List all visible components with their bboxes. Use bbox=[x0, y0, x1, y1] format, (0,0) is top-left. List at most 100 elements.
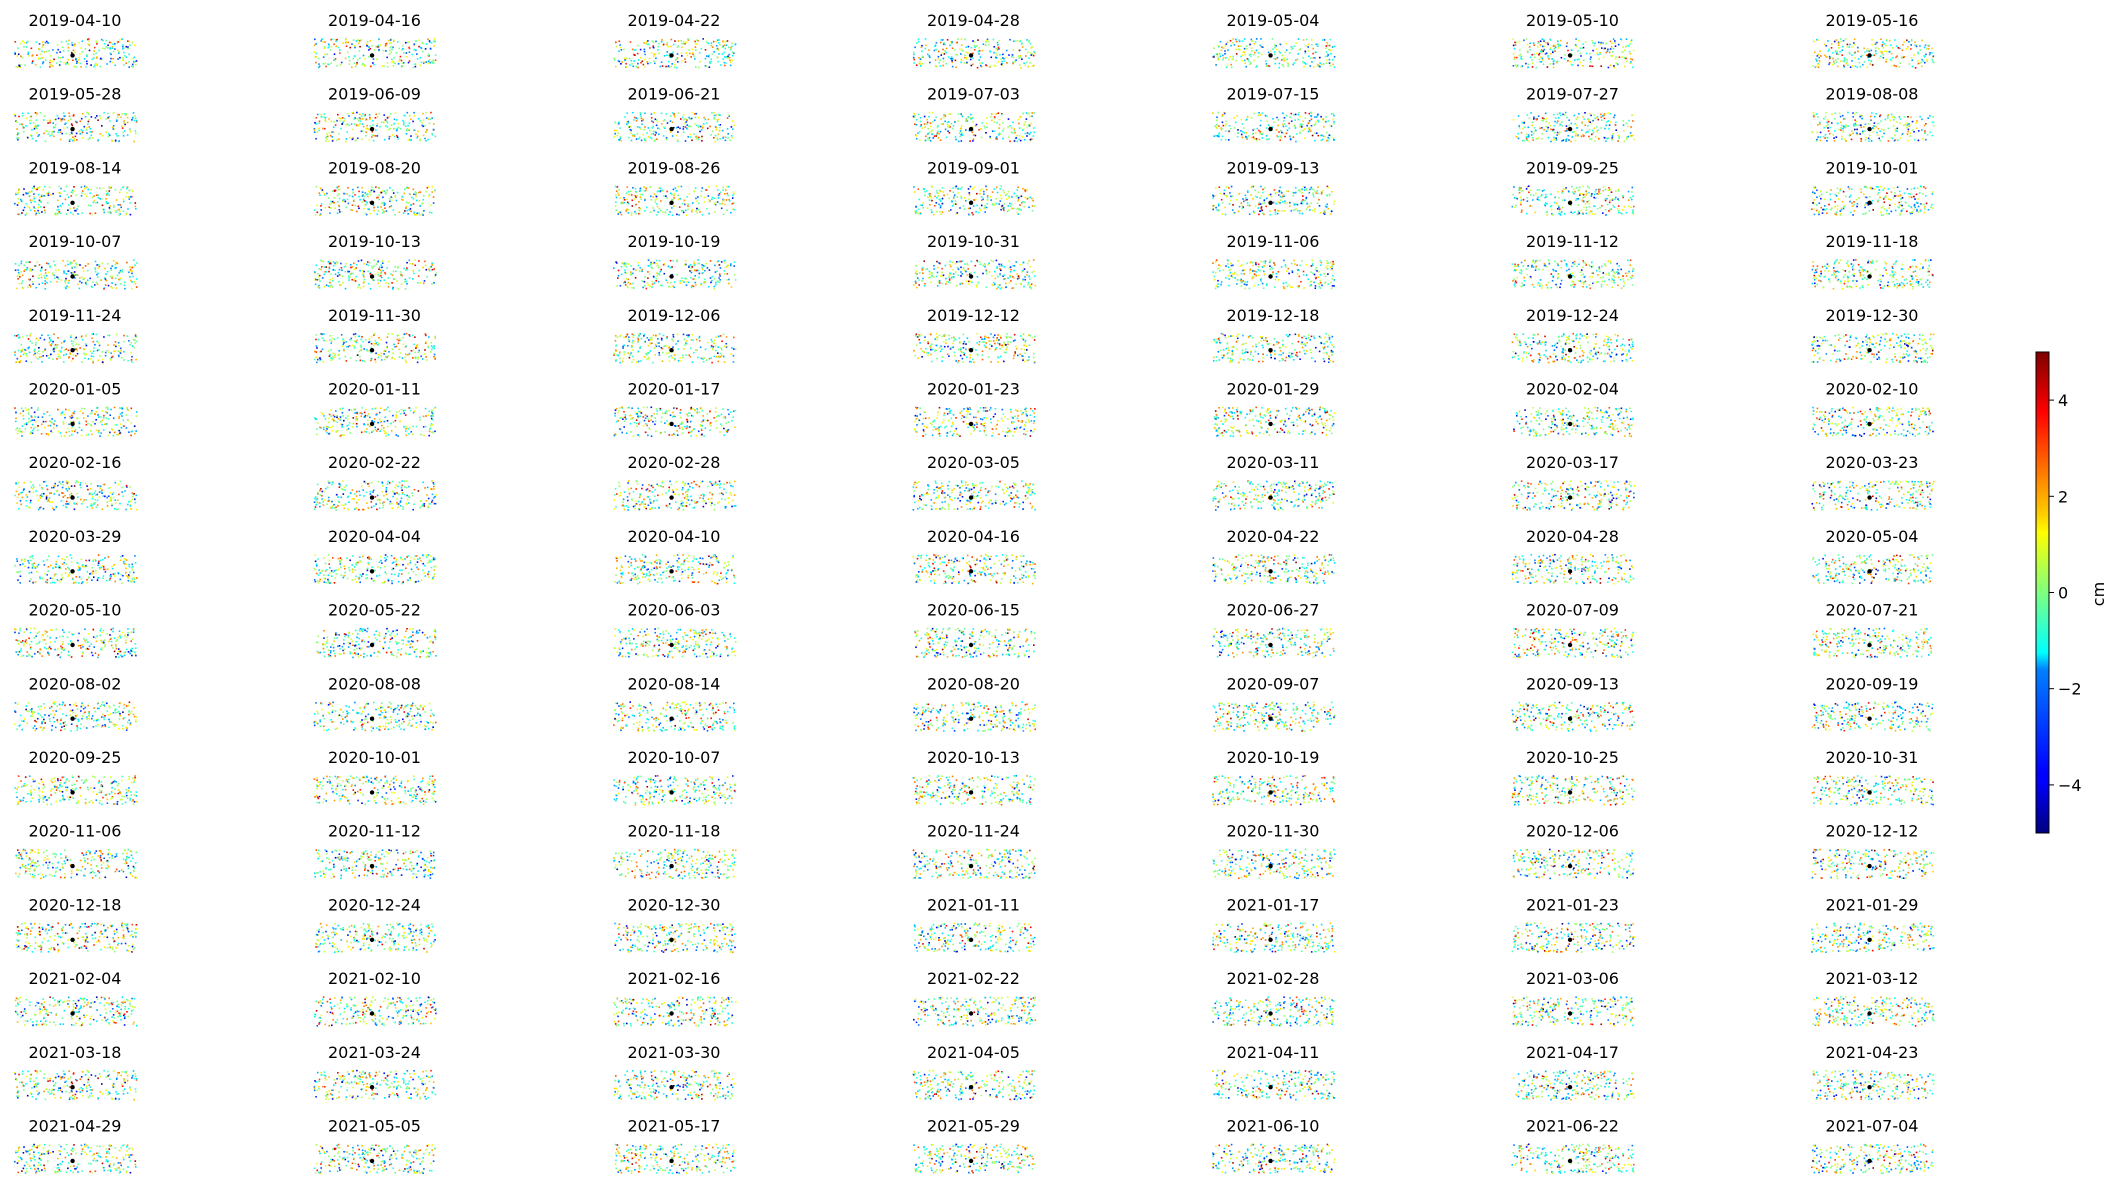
scatter-point bbox=[425, 130, 428, 133]
scatter-point bbox=[33, 127, 36, 130]
scatter-point bbox=[415, 214, 418, 216]
scatter-point bbox=[1276, 191, 1278, 194]
scatter-point bbox=[111, 61, 114, 64]
scatter-point bbox=[714, 134, 717, 137]
scatter-point bbox=[1863, 126, 1865, 128]
scatter-point bbox=[1016, 189, 1019, 191]
scatter-point bbox=[1527, 126, 1530, 129]
scatter-point bbox=[1552, 44, 1555, 47]
panel-title: 2019-06-09 bbox=[328, 85, 421, 104]
scatter-point bbox=[1888, 39, 1891, 42]
scatter-point bbox=[1553, 138, 1556, 141]
scatter-point bbox=[1300, 124, 1303, 127]
scatter-point bbox=[665, 113, 667, 115]
scatter-point bbox=[57, 199, 59, 202]
scatter-point bbox=[118, 208, 120, 211]
scatter-point bbox=[921, 62, 924, 65]
scatter-point bbox=[1031, 53, 1034, 55]
scatter-point bbox=[1909, 132, 1912, 135]
scatter-point bbox=[1003, 57, 1005, 60]
scatter-point bbox=[1827, 40, 1829, 42]
scatter-point bbox=[362, 113, 364, 115]
panel-title: 2019-06-21 bbox=[628, 85, 721, 104]
scatter-point bbox=[697, 208, 700, 211]
scatter-point bbox=[1016, 40, 1019, 42]
scatter-point bbox=[368, 208, 370, 211]
scatter-point bbox=[711, 198, 713, 201]
scatter-point bbox=[1845, 140, 1847, 142]
scatter-point bbox=[1221, 202, 1224, 204]
scatter-point bbox=[349, 136, 351, 139]
scatter-point bbox=[1221, 114, 1224, 116]
scatter-point bbox=[1846, 43, 1849, 46]
scatter-point bbox=[1845, 195, 1847, 198]
scatter-point bbox=[1283, 123, 1286, 125]
scatter-points bbox=[14, 38, 138, 69]
scatter-point bbox=[107, 133, 110, 135]
scatter-point bbox=[935, 135, 938, 137]
scatter-point bbox=[72, 114, 75, 116]
reference-point bbox=[369, 200, 375, 205]
scatter-point bbox=[1220, 138, 1223, 141]
scatter-point bbox=[687, 208, 689, 211]
scatter-point bbox=[1549, 48, 1551, 50]
scatter-point bbox=[1575, 118, 1578, 120]
scatter-point bbox=[28, 284, 31, 286]
scatter-point bbox=[346, 51, 349, 54]
scatter-point bbox=[429, 118, 431, 121]
scatter-point bbox=[1913, 205, 1916, 207]
scatter-point bbox=[315, 56, 317, 58]
scatter-point bbox=[416, 136, 418, 139]
scatter-point bbox=[642, 133, 644, 136]
scatter-point bbox=[1020, 115, 1023, 118]
scatter-point bbox=[352, 200, 355, 202]
scatter-point bbox=[1847, 111, 1849, 114]
scatter-point bbox=[919, 125, 922, 128]
scatter-point bbox=[360, 39, 362, 41]
scatter-point bbox=[1911, 120, 1914, 123]
scatter-point bbox=[1028, 39, 1030, 42]
scatter-point bbox=[425, 140, 427, 142]
scatter-point bbox=[652, 130, 655, 132]
scatter-point bbox=[98, 49, 100, 52]
scatter-point bbox=[49, 119, 51, 122]
scatter-point bbox=[983, 190, 985, 193]
scatter-point bbox=[86, 60, 88, 63]
scatter-point bbox=[1818, 213, 1820, 216]
scatter-point bbox=[1827, 123, 1829, 126]
scatter-point bbox=[635, 117, 638, 119]
scatter-point bbox=[1514, 41, 1516, 44]
scatter-point bbox=[1609, 199, 1611, 202]
scatter-point bbox=[683, 42, 685, 45]
scatter-point bbox=[1623, 140, 1626, 143]
scatter-point bbox=[1919, 45, 1921, 47]
scatter-point bbox=[639, 189, 642, 192]
scatter-point bbox=[990, 199, 992, 201]
scatter-point bbox=[731, 54, 734, 57]
scatter-point bbox=[56, 209, 59, 211]
scatter-point bbox=[641, 123, 643, 126]
scatter-point bbox=[118, 191, 121, 194]
scatter-point bbox=[1860, 188, 1862, 191]
scatter-point bbox=[325, 135, 328, 138]
scatter-point bbox=[731, 197, 734, 199]
scatter-point bbox=[1332, 112, 1335, 115]
scatter-point bbox=[1333, 200, 1336, 203]
scatter-point bbox=[128, 198, 131, 200]
scatter-point bbox=[714, 201, 717, 204]
scatter-point bbox=[1249, 43, 1251, 46]
scatter-point bbox=[1305, 63, 1307, 65]
scatter-point bbox=[689, 52, 691, 55]
scatter-point bbox=[615, 45, 618, 48]
scatter-point bbox=[70, 190, 73, 193]
scatter-point bbox=[316, 204, 318, 207]
scatter-point bbox=[93, 46, 96, 49]
scatter-point bbox=[697, 126, 700, 129]
panel-title: 2019-05-16 bbox=[1826, 11, 1919, 30]
scatter-point bbox=[635, 196, 637, 198]
scatter-point bbox=[635, 190, 637, 193]
scatter-point bbox=[1315, 132, 1318, 134]
scatter-point bbox=[1275, 129, 1278, 131]
scatter-point bbox=[19, 64, 22, 66]
scatter-point bbox=[978, 53, 980, 55]
